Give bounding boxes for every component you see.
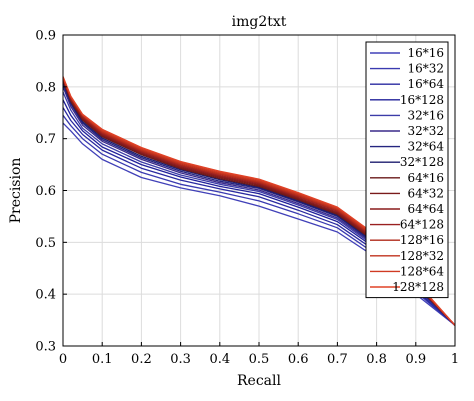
y-axis-label: Precision — [8, 158, 24, 224]
legend-label: 32*64 — [407, 140, 444, 154]
y-tick-label: 0.8 — [35, 80, 56, 95]
y-tick-label: 0.3 — [35, 340, 56, 355]
legend-label: 128*32 — [400, 249, 444, 263]
legend-label: 32*32 — [407, 124, 444, 138]
y-tick-label: 0.6 — [35, 184, 56, 199]
x-tick-label: 0.3 — [170, 352, 191, 367]
x-axis-ticks: 0 0.1 0.2 0.3 0.4 0.5 0.6 0.7 0.8 0.9 1 — [59, 342, 459, 367]
legend-label: 16*128 — [400, 93, 444, 107]
x-tick-label: 1 — [451, 352, 459, 367]
legend-label: 64*16 — [407, 171, 444, 185]
legend-label: 32*128 — [400, 155, 444, 169]
x-tick-label: 0.7 — [327, 352, 348, 367]
x-tick-label: 0.1 — [92, 352, 113, 367]
x-tick-label: 0.6 — [288, 352, 309, 367]
legend-label: 16*32 — [407, 62, 444, 76]
legend-label: 128*16 — [400, 233, 444, 247]
legend-label: 16*16 — [407, 46, 444, 60]
x-tick-label: 0.8 — [366, 352, 387, 367]
chart-title: img2txt — [232, 14, 287, 30]
legend-label: 128*128 — [392, 280, 444, 294]
y-axis-ticks: 0.3 0.4 0.5 0.6 0.7 0.8 0.9 — [35, 29, 67, 355]
x-axis-label: Recall — [237, 373, 281, 389]
legend-label: 128*64 — [400, 264, 445, 278]
x-tick-label: 0.4 — [209, 352, 230, 367]
y-tick-label: 0.5 — [35, 236, 56, 251]
x-tick-label: 0 — [59, 352, 67, 367]
legend-label: 16*64 — [407, 77, 444, 91]
legend-label: 64*128 — [400, 218, 444, 232]
y-tick-label: 0.9 — [35, 29, 56, 44]
x-tick-label: 0.5 — [249, 352, 270, 367]
legend-label: 32*16 — [407, 108, 444, 122]
legend-label: 64*32 — [407, 186, 444, 200]
y-tick-label: 0.4 — [35, 288, 56, 303]
y-tick-label: 0.7 — [35, 132, 56, 147]
x-tick-label: 0.2 — [131, 352, 152, 367]
legend-label: 64*64 — [407, 202, 444, 216]
x-tick-label: 0.9 — [405, 352, 426, 367]
